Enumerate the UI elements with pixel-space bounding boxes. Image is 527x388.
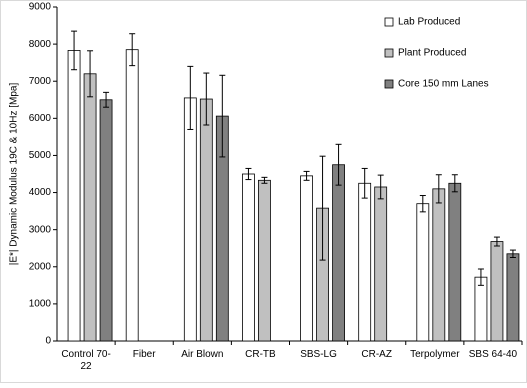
bar [358,182,372,342]
bar [474,276,488,342]
error-bar [219,74,226,158]
legend-swatch [384,17,394,27]
error-bar [187,65,194,130]
bar [506,253,520,342]
y-tick-label: 1000 [29,299,52,310]
y-tick-label: 7000 [29,76,52,87]
bar [199,98,213,342]
y-tick-label: 4000 [29,187,52,198]
x-tick-label: Control 70-22 [61,349,111,372]
bar [99,99,113,342]
legend-label: Core 150 mm Lanes [398,79,489,90]
y-tick-label: 9000 [29,2,52,13]
x-tick-label-box: Control 70-22 [61,349,111,372]
legend-label: Lab Produced [398,17,460,28]
bar [242,173,255,342]
bar [490,241,504,342]
error-bar [477,268,484,286]
y-axis-label: |E*| Dynamic Modulus 19C & 10Hz [Mpa] [9,83,20,266]
x-tick-label-box: SBS 64-40 [468,349,518,360]
x-tick-label-box: Air Blown [181,349,224,360]
x-tick-label-box: CR-TB [245,349,276,360]
bar [300,175,313,342]
x-tick-label: CR-TB [245,349,276,360]
error-bar [435,174,442,204]
bar [448,182,462,342]
bar [416,203,430,342]
error-bar [509,249,516,258]
bar [374,186,388,342]
y-tick-label: 0 [45,336,51,347]
bar [125,49,139,342]
bar [67,50,81,342]
error-bar [261,176,268,184]
error-bar [419,195,426,213]
error-bar [303,170,310,181]
y-tick-label: 5000 [29,150,52,161]
error-bar [451,174,458,193]
bar [183,97,197,342]
error-bar [319,155,326,261]
error-bar [493,236,500,247]
legend-swatch [384,79,394,89]
error-bar [245,167,252,181]
y-tick-label: 8000 [29,39,52,50]
y-tick-label: 2000 [29,261,52,272]
bar [332,164,345,342]
x-tick-label: Fiber [132,349,156,360]
x-tick-label-box: Fiber [132,349,156,360]
error-bar [87,50,94,98]
x-tick-label: CR-AZ [361,349,392,360]
x-tick-label: Air Blown [181,349,224,360]
bar [83,73,97,342]
error-bar [71,30,78,71]
x-tick-label: SBS 64-40 [468,349,518,360]
error-bar [335,143,342,186]
y-tick-label: 6000 [29,113,52,124]
error-bar [361,167,368,199]
x-tick-label: Terpolymer [410,349,460,360]
error-bar [377,174,384,200]
error-bar [203,72,210,126]
y-tick-label: 3000 [29,224,52,235]
x-tick-label-box: CR-AZ [361,349,392,360]
error-bar [103,91,110,108]
x-tick-label: SBS-LG [300,349,337,360]
bar [432,188,446,342]
x-tick-label-box: SBS-LG [300,349,337,360]
error-bar [129,33,136,67]
legend-swatch [384,48,394,58]
x-tick-label-box: Terpolymer [410,349,460,360]
legend-label: Plant Produced [398,48,466,59]
bar [258,179,271,342]
